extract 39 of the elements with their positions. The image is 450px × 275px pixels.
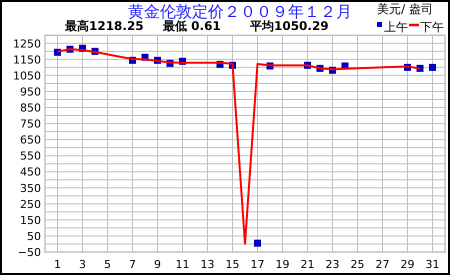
text: 平均1050.29 (249, 19, 329, 33)
y-tick-label: 1050 (13, 69, 41, 82)
x-tick-label: 23 (326, 258, 340, 271)
x-tick-label: 3 (79, 258, 86, 271)
x-tick-label: 13 (200, 258, 214, 271)
y-tick-label: 1150 (13, 53, 41, 66)
x-tick-label: 5 (104, 258, 111, 271)
y-tick-label: 350 (20, 182, 41, 195)
text: 最低 0.61 (162, 19, 221, 33)
x-tick-label: 17 (250, 258, 264, 271)
y-tick-label: −50 (18, 246, 41, 259)
x-tick-label: 1 (54, 258, 61, 271)
x-tick-label: 9 (154, 258, 161, 271)
x-tick-label: 31 (426, 258, 440, 271)
y-axis-title: 美元/ 盎司 (377, 2, 433, 16)
x-tick-label: 7 (129, 258, 136, 271)
y-tick-label: 450 (20, 166, 41, 179)
point (254, 240, 261, 247)
x-tick-label: 15 (226, 258, 240, 271)
x-tick-label: 11 (176, 258, 190, 271)
y-tick-label: 650 (20, 134, 41, 147)
x-tick-label: 29 (400, 258, 414, 271)
text: 最高1218.25 (64, 19, 144, 33)
x-tick-label: 25 (350, 258, 364, 271)
chart-title: 黄金伦敦定价２００９年１２月 (128, 2, 352, 21)
y-tick-label: 550 (20, 150, 41, 163)
legend-label: 下午 (420, 20, 444, 34)
x-tick-label: 21 (300, 258, 314, 271)
y-tick-label: 850 (20, 102, 41, 115)
x-tick-label: 19 (276, 258, 290, 271)
x-tick-label: 27 (376, 258, 390, 271)
y-tick-label: 250 (20, 198, 41, 211)
y-tick-label: 150 (20, 214, 41, 227)
y-tick-label: 50 (27, 230, 41, 243)
y-tick-label: 1250 (13, 37, 41, 50)
legend-label: 上午 (384, 20, 408, 34)
y-tick-label: 750 (20, 118, 41, 131)
point (429, 64, 436, 71)
y-tick-label: 950 (20, 85, 41, 98)
